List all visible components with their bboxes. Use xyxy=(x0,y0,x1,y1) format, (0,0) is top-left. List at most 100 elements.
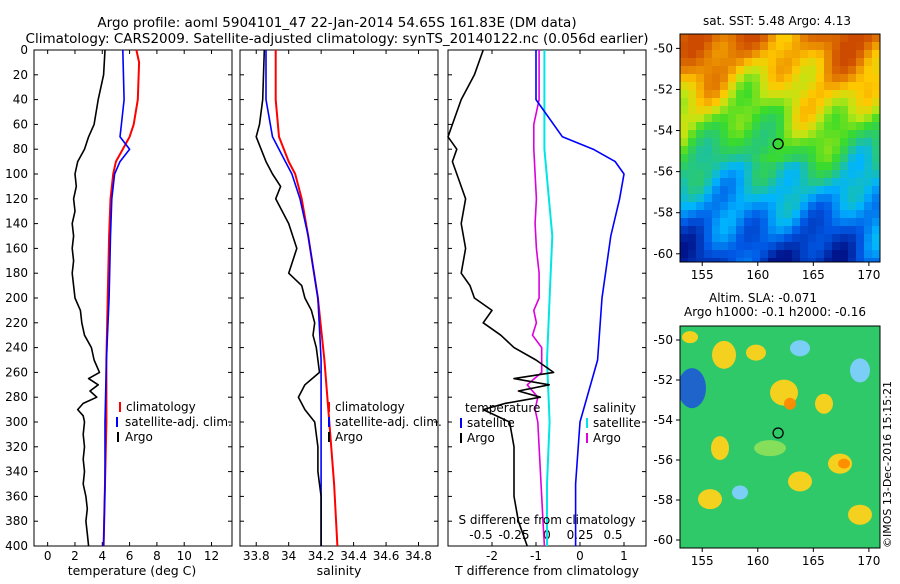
sst-cell xyxy=(704,178,712,186)
sst-cell xyxy=(736,82,744,90)
sst-cell xyxy=(856,154,864,162)
sst-cell xyxy=(872,122,880,130)
sst-cell xyxy=(728,122,736,130)
sst-cell xyxy=(848,242,856,250)
sst-cell xyxy=(720,242,728,250)
sst-cell xyxy=(792,66,800,74)
sst-cell xyxy=(832,58,840,66)
sst-cell xyxy=(840,58,848,66)
sst-cell xyxy=(824,226,832,234)
sst-cell xyxy=(744,114,752,122)
sst-cell xyxy=(752,234,760,242)
sst-cell xyxy=(816,258,824,262)
map-lon-label: 160 xyxy=(746,554,769,568)
sst-cell xyxy=(776,50,784,58)
sst-cell xyxy=(816,170,824,178)
sst-cell xyxy=(712,50,720,58)
sst-cell xyxy=(800,234,808,242)
sst-cell xyxy=(872,66,880,74)
sst-cell xyxy=(840,122,848,130)
sst-cell xyxy=(736,34,744,42)
sst-cell xyxy=(840,210,848,218)
sst-cell xyxy=(736,98,744,106)
sst-cell xyxy=(832,186,840,194)
sst-cell xyxy=(856,242,864,250)
depth-tick-label: 120 xyxy=(5,192,28,206)
sst-cell xyxy=(856,98,864,106)
axis-ticks: 0204060801001201401601802002202402602803… xyxy=(5,43,646,563)
sst-cell xyxy=(800,162,808,170)
sst-cell xyxy=(784,138,792,146)
difference-panel xyxy=(447,49,647,547)
map-lon-label: 155 xyxy=(691,554,714,568)
sst-cell xyxy=(840,138,848,146)
sst-cell xyxy=(856,218,864,226)
x-tick-label: 6 xyxy=(126,549,134,563)
sst-cell xyxy=(848,90,856,98)
sst-cell xyxy=(824,106,832,114)
x-tick-label: 34.2 xyxy=(308,549,335,563)
sst-cell xyxy=(744,90,752,98)
sst-cell xyxy=(872,242,880,250)
sst-cell xyxy=(688,154,696,162)
sst-cell xyxy=(696,226,704,234)
sst-cell xyxy=(808,90,816,98)
sst-cell xyxy=(696,234,704,242)
sst-cell xyxy=(856,50,864,58)
sst-cell xyxy=(680,170,688,178)
sst-cell xyxy=(864,114,872,122)
sst-cell xyxy=(736,114,744,122)
sst-cell xyxy=(800,226,808,234)
sst-cell xyxy=(808,226,816,234)
sst-cell xyxy=(824,98,832,106)
sst-cell xyxy=(720,210,728,218)
x-tick-label: 34.8 xyxy=(405,549,432,563)
sst-cell xyxy=(848,122,856,130)
map-top-title: sat. SST: 5.48 Argo: 4.13 xyxy=(703,14,851,28)
sst-cell xyxy=(872,186,880,194)
sst-cell xyxy=(848,202,856,210)
sst-cell xyxy=(680,162,688,170)
sst-cell xyxy=(800,98,808,106)
sst-cell xyxy=(704,234,712,242)
sst-cell xyxy=(768,226,776,234)
sst-cell xyxy=(752,42,760,50)
sst-cell xyxy=(760,250,768,258)
sst-cell xyxy=(720,202,728,210)
sst-cell xyxy=(712,138,720,146)
sst-cell xyxy=(768,210,776,218)
sst-cell xyxy=(848,106,856,114)
x-tick-label: 0 xyxy=(576,549,584,563)
sst-cell xyxy=(744,58,752,66)
sst-cell xyxy=(712,82,720,90)
sst-cell xyxy=(696,146,704,154)
sst-cell xyxy=(680,202,688,210)
sst-cell xyxy=(816,82,824,90)
sst-cell xyxy=(688,194,696,202)
sst-cell xyxy=(840,234,848,242)
sst-cell xyxy=(712,226,720,234)
sst-cell xyxy=(864,258,872,262)
legend-s-argo: Argo xyxy=(593,431,621,445)
sst-cell xyxy=(704,242,712,250)
sst-cell xyxy=(768,66,776,74)
sst-cell xyxy=(800,170,808,178)
sst-cell xyxy=(784,226,792,234)
sst-cell xyxy=(784,130,792,138)
sst-cell xyxy=(760,58,768,66)
salinity-panel xyxy=(239,49,439,547)
sst-cell xyxy=(832,234,840,242)
sst-cell xyxy=(792,146,800,154)
sst-cell xyxy=(800,58,808,66)
sst-cell xyxy=(728,250,736,258)
sst-cell xyxy=(792,226,800,234)
sst-cell xyxy=(728,146,736,154)
sst-cell xyxy=(816,42,824,50)
sst-cell xyxy=(824,218,832,226)
sst-cell xyxy=(784,162,792,170)
legend-s-satellite: satellite xyxy=(593,416,641,430)
sst-cell xyxy=(800,34,808,42)
sst-cell xyxy=(752,194,760,202)
sst-cell xyxy=(848,130,856,138)
depth-tick-label: 0 xyxy=(20,43,28,57)
